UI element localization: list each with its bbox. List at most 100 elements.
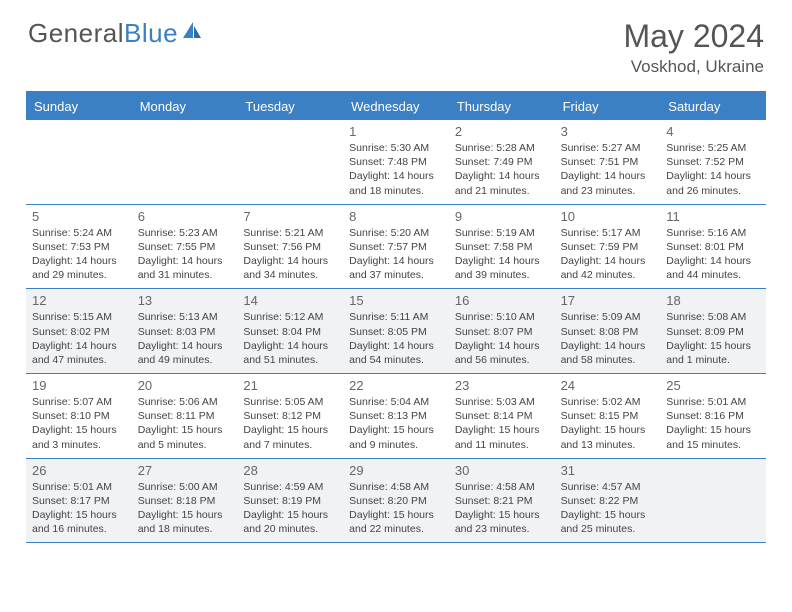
- day-info: Sunrise: 5:05 AMSunset: 8:12 PMDaylight:…: [243, 395, 337, 452]
- day-number: 10: [561, 209, 655, 224]
- day-number: 27: [138, 463, 232, 478]
- day-cell: 2 Sunrise: 5:28 AMSunset: 7:49 PMDaylight…: [449, 120, 555, 204]
- daylight-text: Daylight: 14 hours and 49 minutes.: [138, 339, 232, 367]
- week-row: 19Sunrise: 5:07 AMSunset: 8:10 PMDayligh…: [26, 374, 766, 459]
- day-cell: 12Sunrise: 5:15 AMSunset: 8:02 PMDayligh…: [26, 289, 132, 373]
- logo-sail-icon: [181, 20, 203, 47]
- daylight-text: Daylight: 15 hours and 13 minutes.: [561, 423, 655, 451]
- daylight-text: Daylight: 15 hours and 20 minutes.: [243, 508, 337, 536]
- daylight-text: Daylight: 15 hours and 3 minutes.: [32, 423, 126, 451]
- day-info: Sunrise: 5:28 AMSunset: 7:49 PMDaylight:…: [455, 141, 549, 198]
- day-number: 3: [561, 124, 655, 139]
- day-cell: [132, 120, 238, 204]
- title-location: Voskhod, Ukraine: [623, 57, 764, 77]
- daylight-text: Daylight: 15 hours and 25 minutes.: [561, 508, 655, 536]
- sunrise-text: Sunrise: 5:11 AM: [349, 310, 443, 324]
- sunset-text: Sunset: 8:12 PM: [243, 409, 337, 423]
- daylight-text: Daylight: 14 hours and 47 minutes.: [32, 339, 126, 367]
- day-cell: 18Sunrise: 5:08 AMSunset: 8:09 PMDayligh…: [660, 289, 766, 373]
- day-header-row: Sunday Monday Tuesday Wednesday Thursday…: [26, 94, 766, 120]
- day-header: Friday: [555, 94, 661, 120]
- day-number: 24: [561, 378, 655, 393]
- day-cell: 26Sunrise: 5:01 AMSunset: 8:17 PMDayligh…: [26, 459, 132, 543]
- daylight-text: Daylight: 14 hours and 18 minutes.: [349, 169, 443, 197]
- week-row: 12Sunrise: 5:15 AMSunset: 8:02 PMDayligh…: [26, 289, 766, 374]
- day-info: Sunrise: 5:13 AMSunset: 8:03 PMDaylight:…: [138, 310, 232, 367]
- daylight-text: Daylight: 14 hours and 21 minutes.: [455, 169, 549, 197]
- sunrise-text: Sunrise: 5:21 AM: [243, 226, 337, 240]
- sunrise-text: Sunrise: 5:09 AM: [561, 310, 655, 324]
- day-number: 18: [666, 293, 760, 308]
- day-number: 31: [561, 463, 655, 478]
- header: GeneralBlue May 2024 Voskhod, Ukraine: [0, 0, 792, 83]
- day-number: 2: [455, 124, 549, 139]
- day-number: 4: [666, 124, 760, 139]
- sunrise-text: Sunrise: 5:12 AM: [243, 310, 337, 324]
- day-info: Sunrise: 5:27 AMSunset: 7:51 PMDaylight:…: [561, 141, 655, 198]
- day-info: Sunrise: 5:24 AMSunset: 7:53 PMDaylight:…: [32, 226, 126, 283]
- day-cell: 24 Sunrise: 5:02 AMSunset: 8:15 PMDayligh…: [555, 374, 661, 458]
- sunset-text: Sunset: 8:17 PM: [32, 494, 126, 508]
- daylight-text: Daylight: 14 hours and 39 minutes.: [455, 254, 549, 282]
- daylight-text: Daylight: 14 hours and 29 minutes.: [32, 254, 126, 282]
- day-header: Thursday: [449, 94, 555, 120]
- day-header: Wednesday: [343, 94, 449, 120]
- sunset-text: Sunset: 8:21 PM: [455, 494, 549, 508]
- day-number: 9: [455, 209, 549, 224]
- daylight-text: Daylight: 14 hours and 51 minutes.: [243, 339, 337, 367]
- day-info: Sunrise: 5:06 AMSunset: 8:11 PMDaylight:…: [138, 395, 232, 452]
- day-info: Sunrise: 5:09 AMSunset: 8:08 PMDaylight:…: [561, 310, 655, 367]
- day-cell: 19Sunrise: 5:07 AMSunset: 8:10 PMDayligh…: [26, 374, 132, 458]
- day-cell: [26, 120, 132, 204]
- day-info: Sunrise: 5:17 AMSunset: 7:59 PMDaylight:…: [561, 226, 655, 283]
- day-info: Sunrise: 5:03 AMSunset: 8:14 PMDaylight:…: [455, 395, 549, 452]
- day-number: 28: [243, 463, 337, 478]
- sunset-text: Sunset: 7:49 PM: [455, 155, 549, 169]
- sunrise-text: Sunrise: 5:16 AM: [666, 226, 760, 240]
- daylight-text: Daylight: 14 hours and 26 minutes.: [666, 169, 760, 197]
- day-header: Tuesday: [237, 94, 343, 120]
- sunrise-text: Sunrise: 5:24 AM: [32, 226, 126, 240]
- sunset-text: Sunset: 8:22 PM: [561, 494, 655, 508]
- sunset-text: Sunset: 7:48 PM: [349, 155, 443, 169]
- day-info: Sunrise: 5:02 AMSunset: 8:15 PMDaylight:…: [561, 395, 655, 452]
- day-info: Sunrise: 4:59 AMSunset: 8:19 PMDaylight:…: [243, 480, 337, 537]
- day-header: Monday: [132, 94, 238, 120]
- daylight-text: Daylight: 14 hours and 34 minutes.: [243, 254, 337, 282]
- sunset-text: Sunset: 7:55 PM: [138, 240, 232, 254]
- sunrise-text: Sunrise: 5:08 AM: [666, 310, 760, 324]
- day-cell: 7Sunrise: 5:21 AMSunset: 7:56 PMDaylight…: [237, 205, 343, 289]
- day-cell: 9 Sunrise: 5:19 AMSunset: 7:58 PMDaylight…: [449, 205, 555, 289]
- day-number: 20: [138, 378, 232, 393]
- day-cell: 8Sunrise: 5:20 AMSunset: 7:57 PMDaylight…: [343, 205, 449, 289]
- sunrise-text: Sunrise: 5:19 AM: [455, 226, 549, 240]
- sunset-text: Sunset: 7:56 PM: [243, 240, 337, 254]
- day-cell: 20 Sunrise: 5:06 AMSunset: 8:11 PMDayligh…: [132, 374, 238, 458]
- daylight-text: Daylight: 15 hours and 16 minutes.: [32, 508, 126, 536]
- day-cell: 21Sunrise: 5:05 AMSunset: 8:12 PMDayligh…: [237, 374, 343, 458]
- logo-word-2: Blue: [124, 18, 178, 48]
- title-block: May 2024 Voskhod, Ukraine: [623, 18, 764, 77]
- sunrise-text: Sunrise: 5:06 AM: [138, 395, 232, 409]
- day-number: 6: [138, 209, 232, 224]
- day-number: 8: [349, 209, 443, 224]
- logo: GeneralBlue: [28, 18, 203, 49]
- day-number: 14: [243, 293, 337, 308]
- day-cell: 25Sunrise: 5:01 AMSunset: 8:16 PMDayligh…: [660, 374, 766, 458]
- sunset-text: Sunset: 8:03 PM: [138, 325, 232, 339]
- day-cell: 30Sunrise: 4:58 AMSunset: 8:21 PMDayligh…: [449, 459, 555, 543]
- daylight-text: Daylight: 15 hours and 9 minutes.: [349, 423, 443, 451]
- sunset-text: Sunset: 8:16 PM: [666, 409, 760, 423]
- sunrise-text: Sunrise: 5:20 AM: [349, 226, 443, 240]
- sunset-text: Sunset: 8:11 PM: [138, 409, 232, 423]
- sunset-text: Sunset: 7:58 PM: [455, 240, 549, 254]
- day-info: Sunrise: 4:58 AMSunset: 8:21 PMDaylight:…: [455, 480, 549, 537]
- day-number: 23: [455, 378, 549, 393]
- day-cell: 11Sunrise: 5:16 AMSunset: 8:01 PMDayligh…: [660, 205, 766, 289]
- sunrise-text: Sunrise: 5:01 AM: [666, 395, 760, 409]
- day-cell: 31Sunrise: 4:57 AMSunset: 8:22 PMDayligh…: [555, 459, 661, 543]
- day-info: Sunrise: 5:12 AMSunset: 8:04 PMDaylight:…: [243, 310, 337, 367]
- day-cell: [660, 459, 766, 543]
- daylight-text: Daylight: 15 hours and 15 minutes.: [666, 423, 760, 451]
- daylight-text: Daylight: 15 hours and 11 minutes.: [455, 423, 549, 451]
